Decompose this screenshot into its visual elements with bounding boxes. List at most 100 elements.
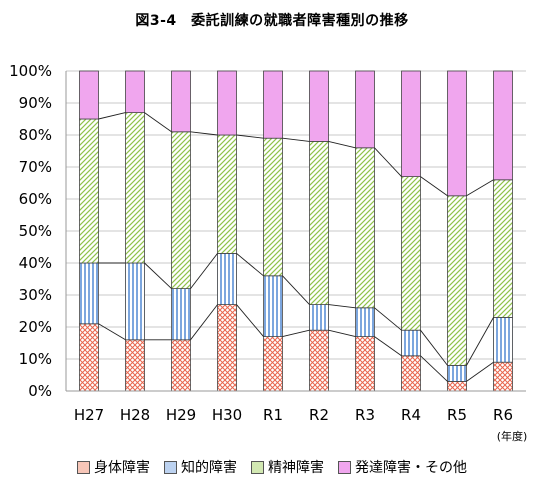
bars: [79, 70, 513, 392]
bar-segment: [263, 275, 283, 337]
bar-segment: [355, 307, 375, 337]
bar-segment: [401, 70, 421, 177]
x-axis-unit-label: (年度): [497, 429, 528, 443]
bar-segment: [171, 70, 191, 133]
bar-segment: [79, 262, 99, 325]
connector-line: [144, 262, 172, 289]
legend: 身体障害 知的障害 精神障害 発達障害・その他: [0, 457, 544, 477]
connector-line: [328, 140, 356, 149]
legend-item: 知的障害: [164, 457, 237, 477]
bar-segment: [171, 288, 191, 341]
bar-segment: [493, 361, 513, 392]
y-tick-label: 80%: [19, 126, 52, 144]
connector-line: [98, 323, 126, 341]
connector-line: [236, 304, 264, 337]
bar-segment: [447, 364, 467, 382]
bar-segment: [309, 329, 329, 392]
legend-swatch: [164, 460, 177, 474]
legend-item: 精神障害: [251, 457, 324, 477]
x-tick-label: R4: [401, 406, 421, 424]
bar-segment: [355, 147, 375, 309]
connector-line: [420, 176, 448, 197]
connector-line: [236, 134, 264, 139]
connector-line: [374, 147, 402, 177]
legend-swatch: [251, 460, 264, 474]
connector-line: [328, 329, 356, 338]
bar-segment: [217, 70, 237, 136]
bar-segment: [309, 70, 329, 142]
x-tick-label: R5: [447, 406, 467, 424]
legend-label: 発達障害・その他: [355, 460, 467, 476]
bar-segment: [401, 329, 421, 357]
connector-line: [282, 275, 310, 305]
legend-label: 身体障害: [94, 460, 150, 476]
connector-line: [374, 336, 402, 357]
bar-segment: [493, 70, 513, 181]
y-tick-label: 30%: [19, 286, 52, 304]
x-tick-label: R3: [355, 406, 375, 424]
bar-segment: [493, 179, 513, 318]
bar-segment: [493, 316, 513, 363]
bar-segment: [263, 137, 283, 277]
legend-item: 身体障害: [77, 457, 150, 477]
connector-line: [98, 112, 126, 120]
bar-segment: [263, 70, 283, 139]
x-tick-label: H28: [120, 406, 150, 424]
x-tick-label: H29: [166, 406, 196, 424]
y-tick-label: 40%: [19, 254, 52, 272]
bar-segment: [355, 336, 375, 392]
bar-segment: [125, 112, 145, 264]
y-tick-label: 20%: [19, 318, 52, 336]
bar-segment: [125, 262, 145, 341]
bar-segment: [447, 70, 467, 197]
connector-line: [190, 253, 218, 289]
bar-segment: [79, 118, 99, 264]
bar-segment: [125, 70, 145, 113]
x-tick-label: H27: [74, 406, 104, 424]
y-tick-label: 70%: [19, 158, 52, 176]
y-tick-label: 0%: [28, 382, 52, 400]
connector-line: [328, 304, 356, 309]
legend-swatch: [338, 460, 351, 474]
legend-label: 知的障害: [181, 460, 237, 476]
bar-segment: [79, 323, 99, 392]
bar-segment: [401, 355, 421, 392]
y-tick-label: 100%: [9, 62, 52, 80]
connector-line: [282, 137, 310, 142]
connector-line: [190, 131, 218, 136]
legend-label: 精神障害: [268, 460, 324, 476]
x-tick-label: R2: [309, 406, 329, 424]
bar-segment: [171, 131, 191, 290]
bar-segment: [217, 134, 237, 254]
connector-line: [466, 179, 494, 197]
y-tick-label: 50%: [19, 222, 52, 240]
connector-line: [282, 329, 310, 338]
bar-segment: [447, 380, 467, 392]
axes: 0% 10% 20% 30% 40% 50% 60% 70% 80% 90% 100% H27 H28 H…: [9, 62, 526, 424]
chart-title: 図3-4 委託訓練の就職者障害種別の推移: [135, 13, 409, 29]
bar-segment: [79, 70, 99, 120]
y-tick-label: 10%: [19, 350, 52, 368]
x-tick-label: R1: [263, 406, 283, 424]
connector-line: [466, 317, 494, 366]
bar-segment: [125, 339, 145, 392]
x-tick-label: R6: [493, 406, 513, 424]
connector-line: [374, 307, 402, 331]
legend-swatch: [77, 460, 90, 474]
y-tick-label: 60%: [19, 190, 52, 208]
x-tick-label: H30: [212, 406, 242, 424]
y-tick-label: 90%: [19, 94, 52, 112]
connector-line: [466, 361, 494, 382]
series-connector-lines: [98, 112, 494, 382]
bar-segment: [309, 304, 329, 331]
legend-item: 発達障害・その他: [338, 457, 467, 477]
bar-segment: [447, 195, 467, 366]
bar-segment: [217, 252, 237, 305]
connector-line: [420, 355, 448, 382]
connector-line: [190, 304, 218, 341]
bar-segment: [309, 140, 329, 305]
connector-line: [420, 329, 448, 366]
bar-segment: [263, 336, 283, 392]
bar-segment: [355, 70, 375, 149]
